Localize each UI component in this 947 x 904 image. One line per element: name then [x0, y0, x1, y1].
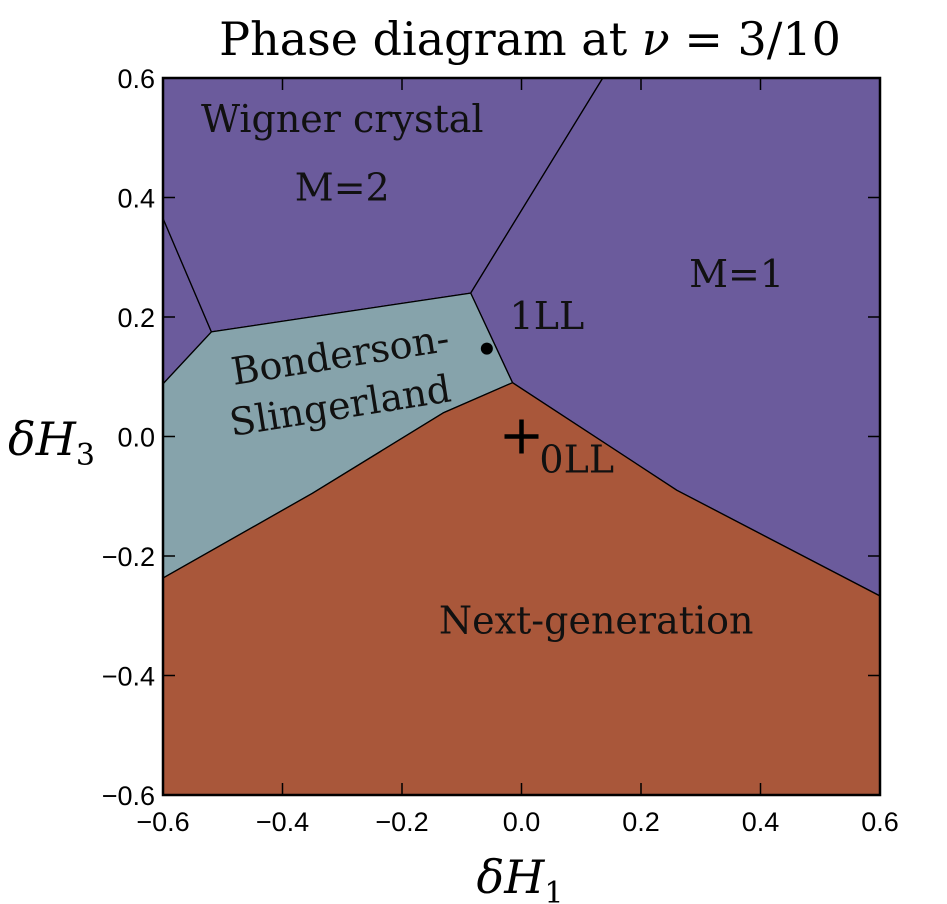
label-0ll: 0LL — [539, 437, 614, 481]
y-axis-symbol: δH — [8, 412, 77, 466]
y-axis-subscript: 3 — [76, 438, 95, 473]
point-0LL-marker — [504, 419, 539, 454]
x-tick-label: −0.2 — [375, 807, 428, 837]
x-tick-label: 0.2 — [622, 807, 660, 837]
x-tick-label: −0.4 — [256, 807, 309, 837]
title-suffix: = 3/10 — [670, 12, 841, 66]
phase-regions — [162, 77, 881, 796]
x-axis-symbol: δH — [477, 850, 546, 904]
title-nu-symbol: ν — [642, 12, 670, 66]
title-prefix: Phase diagram at — [219, 12, 642, 66]
point-markers — [480, 342, 539, 454]
label-next-generation: Next-generation — [439, 599, 754, 643]
y-tick-label: −0.4 — [102, 662, 155, 692]
label-m2: M=2 — [295, 165, 390, 209]
y-tick-label: 0.4 — [117, 184, 155, 214]
label-wigner-crystal: Wigner crystal — [201, 97, 484, 141]
x-tick-label: 0.0 — [503, 807, 541, 837]
x-axis-label: δH1 — [477, 850, 564, 904]
y-tick-label: −0.2 — [102, 542, 155, 572]
chart-title: Phase diagram at ν = 3/10 — [219, 12, 841, 66]
x-tick-label: −0.6 — [136, 807, 189, 837]
axis-ticks: −0.6−0.6 −0.4 −0.4 −0.2 −0.2 0.0 0.0 0.2 0.2 0.4 0… — [102, 64, 899, 837]
label-m1: M=1 — [689, 252, 784, 296]
y-tick-label: 0.2 — [117, 303, 155, 333]
x-tick-label: 0.6 — [861, 807, 899, 837]
x-tick-label: 0.4 — [742, 807, 780, 837]
y-tick-label: −0.6 — [102, 781, 155, 811]
y-tick-label: 0.6 — [117, 64, 155, 94]
x-axis-subscript: 1 — [544, 876, 563, 904]
point-1LL-marker — [480, 342, 493, 355]
y-tick-label: 0.0 — [117, 423, 155, 453]
label-1ll: 1LL — [510, 294, 585, 338]
y-axis-label: δH3 — [8, 412, 95, 473]
